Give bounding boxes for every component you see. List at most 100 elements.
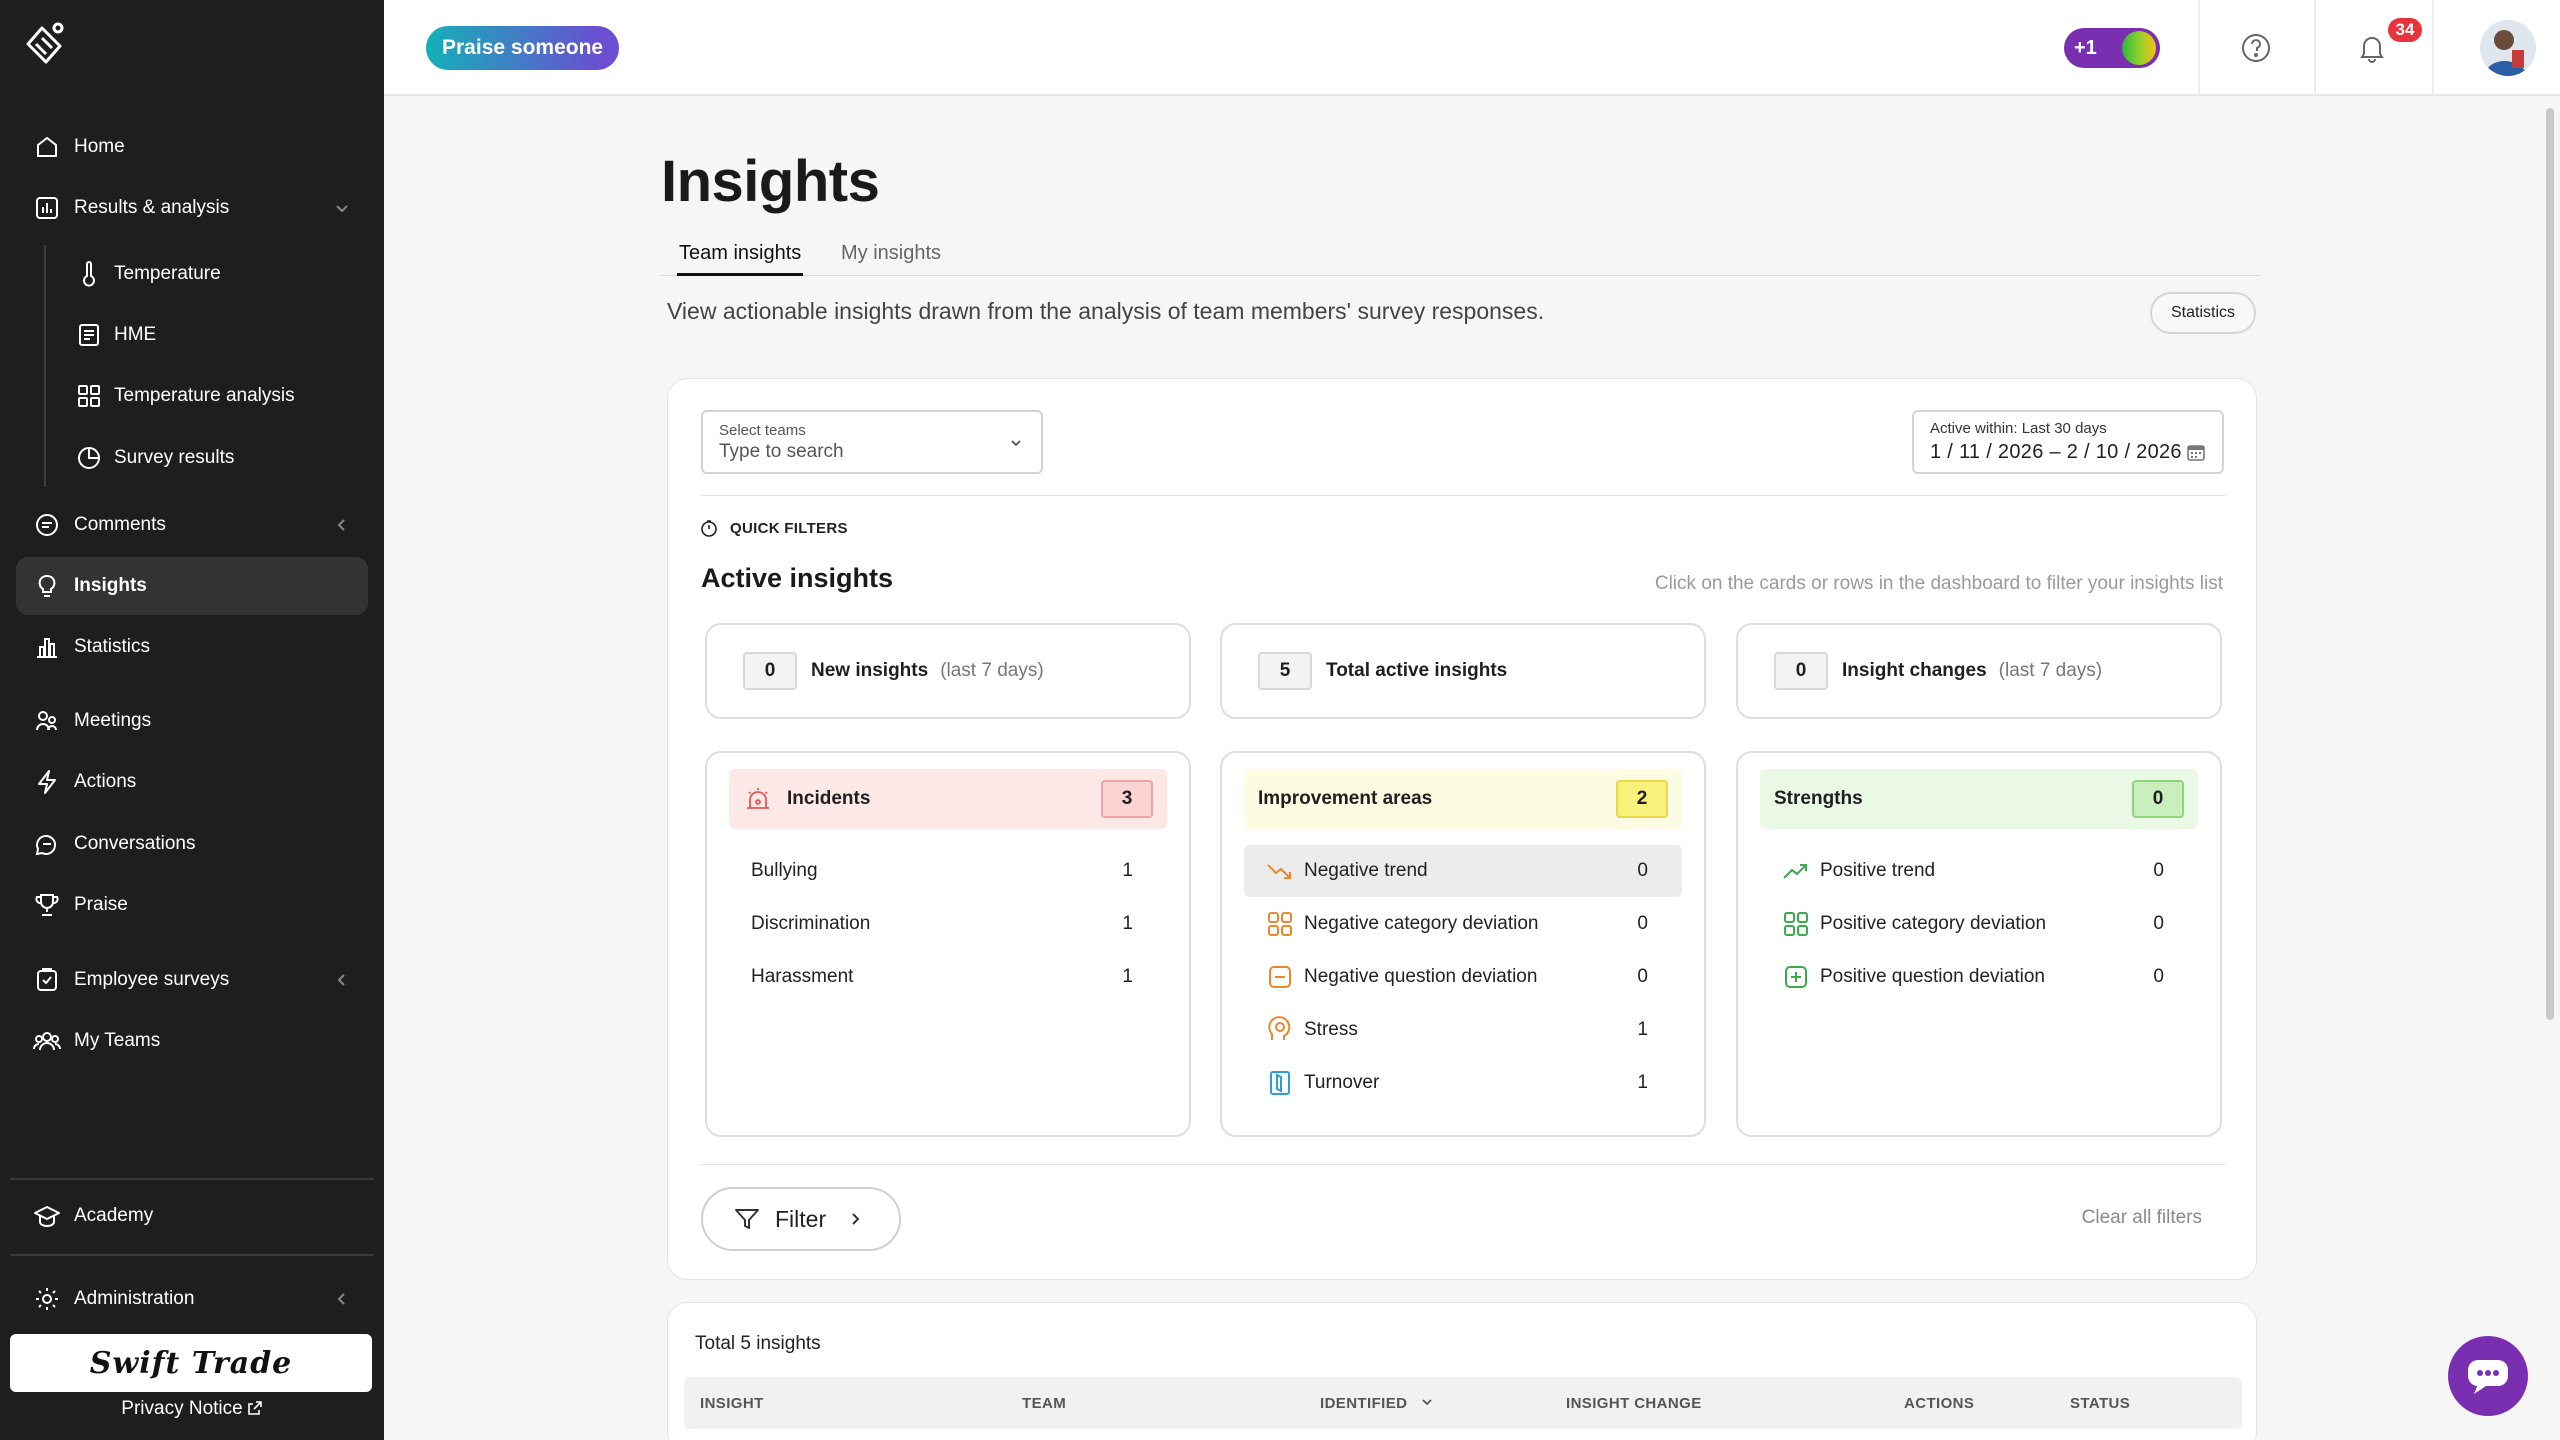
new-insights-card[interactable]: 0 New insights (last 7 days)	[705, 623, 1191, 719]
clear-all-filters-link[interactable]: Clear all filters	[2081, 1207, 2202, 1228]
row-label: Positive question deviation	[1820, 966, 2045, 987]
chevron-right-icon	[852, 1213, 860, 1225]
help-icon[interactable]	[2236, 28, 2276, 68]
praise-someone-button[interactable]: Praise someone	[426, 26, 620, 70]
sidebar-item-praise[interactable]: Praise	[16, 876, 368, 934]
sidebar-item-meetings[interactable]: Meetings	[16, 692, 368, 750]
column-header-team[interactable]: TEAM	[1022, 1395, 1067, 1412]
sidebar-item-home[interactable]: Home	[16, 118, 368, 176]
sidebar-item-my-teams[interactable]: My Teams	[16, 1012, 368, 1070]
improvement-areas-header[interactable]: Improvement areas 2	[1244, 769, 1682, 829]
chat-button[interactable]	[2448, 1336, 2528, 1416]
kpi-sublabel: (last 7 days)	[940, 660, 1044, 681]
sidebar-item-administration[interactable]: Administration	[16, 1270, 368, 1328]
sidebar-item-insights[interactable]: Insights	[16, 557, 368, 615]
sidebar-item-temperature[interactable]: Temperature	[66, 246, 366, 302]
trend-down-icon	[1264, 855, 1296, 887]
kpi-label: Insight changes	[1842, 660, 1987, 681]
sidebar-item-statistics[interactable]: Statistics	[16, 618, 368, 676]
sidebar-item-employee-surveys[interactable]: Employee surveys	[16, 951, 368, 1009]
active-insights-title: Active insights	[701, 563, 894, 593]
mood-checkin-button[interactable]: +1	[2064, 28, 2160, 68]
insight-row-harassment[interactable]: Harassment 1	[729, 951, 1167, 1003]
row-value: 0	[2153, 913, 2164, 934]
app-logo-icon[interactable]	[20, 20, 68, 70]
bulb-icon	[30, 569, 64, 603]
column-header-insight[interactable]: INSIGHT	[700, 1395, 764, 1412]
date-range-picker[interactable]: Active within: Last 30 days 1 / 11 / 202…	[1912, 410, 2224, 474]
comment-icon	[30, 508, 64, 542]
sidebar-item-label: Praise	[74, 894, 128, 915]
insight-row-stress[interactable]: Stress 1	[1244, 1004, 1682, 1056]
kpi-label: Total active insights	[1326, 660, 1508, 681]
topbar-divider	[2432, 0, 2434, 96]
gear-icon	[30, 1282, 64, 1316]
sidebar-item-conversations[interactable]: Conversations	[16, 815, 368, 873]
notification-badge: 34	[2388, 18, 2422, 42]
timer-icon	[701, 520, 717, 537]
insight-row-discrimination[interactable]: Discrimination 1	[729, 898, 1167, 950]
row-label: Negative question deviation	[1304, 966, 1538, 987]
plus-square-icon	[1780, 961, 1812, 993]
select-teams-dropdown[interactable]: Select teams Type to search	[701, 410, 1043, 474]
tab-team-insights[interactable]: Team insights	[677, 242, 804, 276]
calendar-icon[interactable]	[2186, 442, 2206, 462]
strengths-card[interactable]: Strengths 0 Positive trend 0 Positive ca…	[1736, 751, 2222, 1137]
sidebar-item-survey-results[interactable]: Survey results	[66, 430, 366, 486]
bell-icon[interactable]	[2352, 28, 2392, 68]
pie-icon	[72, 441, 106, 475]
insight-row-positive-category-deviation[interactable]: Positive category deviation 0	[1760, 898, 2198, 950]
sidebar-item-label: Home	[74, 136, 125, 157]
user-avatar[interactable]	[2480, 20, 2536, 76]
insight-row-negative-category-deviation[interactable]: Negative category deviation 0	[1244, 898, 1682, 950]
total-insights-count: Total 5 insights	[695, 1333, 821, 1354]
column-header-actions[interactable]: ACTIONS	[1904, 1395, 1975, 1412]
sidebar-item-actions[interactable]: Actions	[16, 753, 368, 811]
improvement-areas-card[interactable]: Improvement areas 2 Negative trend 0 Neg…	[1220, 751, 1706, 1137]
page-title: Insights	[661, 149, 880, 214]
kpi-sublabel: (last 7 days)	[1998, 660, 2103, 681]
total-active-insights-card[interactable]: 5 Total active insights	[1220, 623, 1706, 719]
insight-row-positive-trend[interactable]: Positive trend 0	[1760, 845, 2198, 897]
alarm-icon	[747, 788, 769, 809]
insight-row-negative-trend[interactable]: Negative trend 0	[1244, 845, 1682, 897]
insight-row-turnover[interactable]: Turnover 1	[1244, 1057, 1682, 1109]
conversations-icon	[30, 827, 64, 861]
privacy-notice-link[interactable]: Privacy Notice	[0, 1398, 384, 1420]
kpi-value: 0	[1774, 652, 1828, 690]
divider	[701, 495, 2225, 496]
column-header-insight-change[interactable]: INSIGHT CHANGE	[1566, 1395, 1702, 1412]
sidebar-item-temperature-analysis[interactable]: Temperature analysis	[66, 368, 366, 424]
filter-button[interactable]: Filter	[701, 1187, 901, 1251]
incidents-card[interactable]: Incidents 3 Bullying 1 Discrimination 1 …	[705, 751, 1191, 1137]
row-label: Negative trend	[1304, 860, 1428, 881]
incidents-header[interactable]: Incidents 3	[729, 769, 1167, 829]
category-count: 0	[2132, 780, 2184, 818]
sidebar-item-academy[interactable]: Academy	[16, 1187, 368, 1245]
row-value: 0	[2153, 860, 2164, 881]
sidebar-item-hme[interactable]: HME	[66, 307, 366, 363]
divider	[701, 1164, 2225, 1165]
category-icon	[1264, 908, 1296, 940]
column-header-identified[interactable]: IDENTIFIED	[1320, 1395, 1434, 1412]
insight-row-bullying[interactable]: Bullying 1	[729, 845, 1167, 897]
sidebar-divider	[10, 1254, 374, 1256]
tab-my-insights[interactable]: My insights	[841, 242, 942, 264]
insight-changes-card[interactable]: 0 Insight changes (last 7 days)	[1736, 623, 2222, 719]
category-title: Incidents	[787, 788, 871, 809]
page-scrollbar[interactable]	[2546, 108, 2554, 1020]
strengths-header[interactable]: Strengths 0	[1760, 769, 2198, 829]
column-header-status[interactable]: STATUS	[2070, 1395, 2131, 1412]
statistics-button[interactable]: Statistics	[2150, 292, 2256, 334]
chevron-left-icon	[337, 1293, 345, 1305]
row-label: Negative category deviation	[1304, 913, 1539, 934]
topbar-divider	[2314, 0, 2316, 96]
sidebar-item-comments[interactable]: Comments	[16, 496, 368, 554]
insight-row-negative-question-deviation[interactable]: Negative question deviation 0	[1244, 951, 1682, 1003]
category-count: 3	[1101, 780, 1153, 818]
chart-icon	[30, 191, 64, 225]
chevron-down-icon	[336, 205, 348, 213]
insight-row-positive-question-deviation[interactable]: Positive question deviation 0	[1760, 951, 2198, 1003]
sidebar-item-results-analysis[interactable]: Results & analysis	[16, 179, 368, 237]
grid-icon	[72, 379, 106, 413]
